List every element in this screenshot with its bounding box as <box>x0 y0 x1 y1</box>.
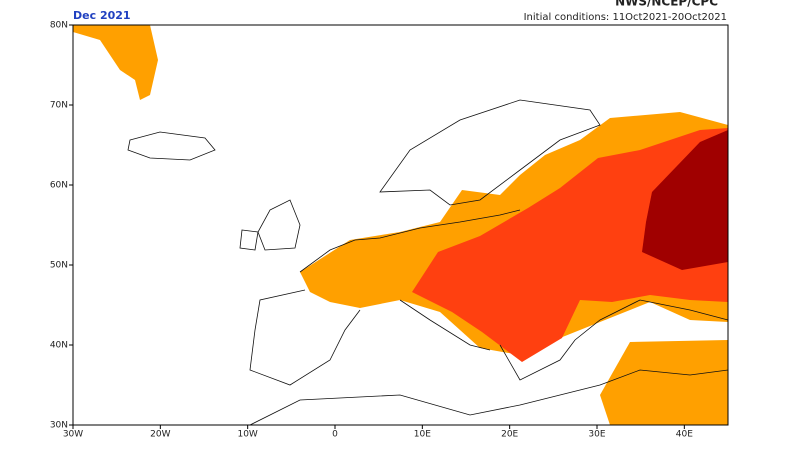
y-label: 30N <box>50 421 68 431</box>
y-label: 60N <box>50 181 68 191</box>
coastlines <box>127 99 729 426</box>
x-label: 20W <box>150 430 170 440</box>
y-label: 50N <box>50 261 68 271</box>
y-label: 40N <box>50 341 68 351</box>
y-label: 80N <box>50 21 68 31</box>
x-label: 30W <box>63 430 83 440</box>
x-label: 40E <box>676 430 693 440</box>
x-label: 10W <box>237 430 257 440</box>
title: Dec 2021 <box>73 9 131 22</box>
map-frame <box>72 24 729 426</box>
x-label: 30E <box>588 430 605 440</box>
anomaly-shading <box>73 25 728 425</box>
y-label: 70N <box>50 101 68 111</box>
source: NWS/NCEP/CPC <box>615 0 718 9</box>
axis-labels: 30W 20W 10W 0 10E 20E 30E 40E 80N 70N 60N 50N 40N 30N <box>50 21 693 440</box>
x-label: 0 <box>332 430 338 440</box>
x-label: 20E <box>501 430 518 440</box>
x-label: 10E <box>414 430 431 440</box>
initial-conditions: Initial conditions: 11Oct2021-20Oct2021 <box>524 12 727 23</box>
